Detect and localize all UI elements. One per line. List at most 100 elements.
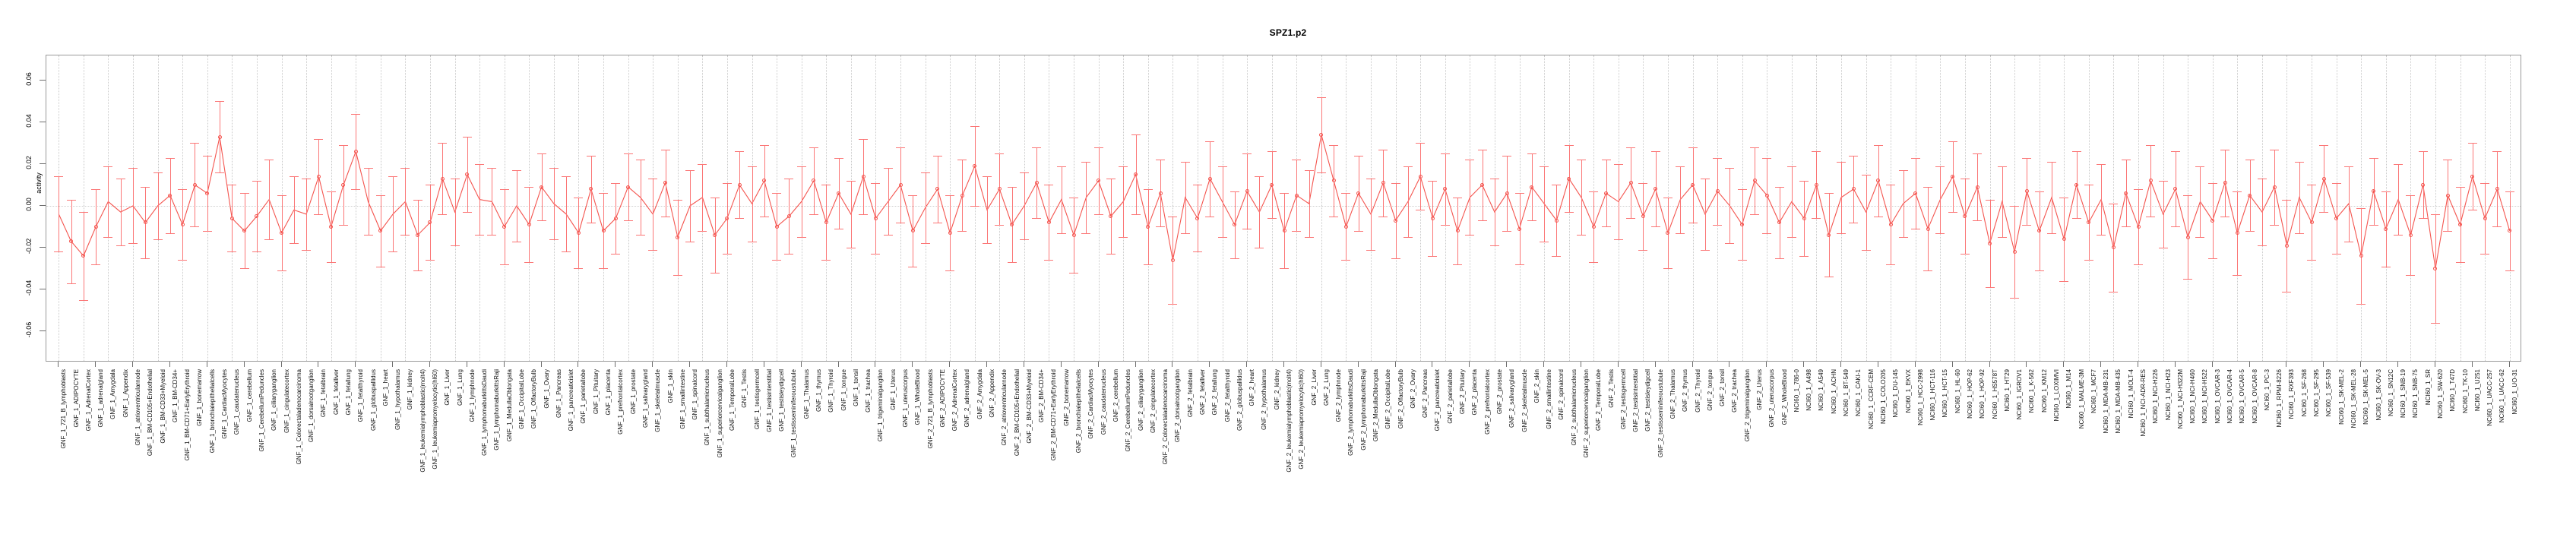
- data-point[interactable]: [2508, 229, 2512, 233]
- data-point[interactable]: [2062, 237, 2066, 242]
- data-point[interactable]: [2495, 187, 2499, 191]
- data-point[interactable]: [1394, 218, 1398, 223]
- data-point[interactable]: [1134, 172, 1138, 177]
- data-point[interactable]: [2445, 193, 2450, 198]
- data-point[interactable]: [824, 220, 828, 225]
- data-point[interactable]: [2384, 226, 2388, 231]
- data-point[interactable]: [280, 231, 283, 236]
- data-point[interactable]: [1876, 179, 1881, 183]
- data-point[interactable]: [1654, 187, 1658, 191]
- data-point[interactable]: [1764, 193, 1769, 198]
- data-point[interactable]: [353, 149, 358, 153]
- data-point[interactable]: [1628, 181, 1633, 185]
- data-point[interactable]: [2235, 231, 2239, 236]
- data-point[interactable]: [168, 193, 172, 198]
- data-point[interactable]: [1777, 220, 1782, 225]
- data-point[interactable]: [960, 193, 964, 198]
- data-point[interactable]: [242, 229, 247, 233]
- data-point[interactable]: [713, 232, 717, 237]
- data-point[interactable]: [217, 134, 222, 139]
- data-point[interactable]: [2284, 243, 2289, 248]
- data-point[interactable]: [1567, 176, 1571, 181]
- data-point[interactable]: [1888, 223, 1893, 227]
- data-point[interactable]: [1381, 181, 1385, 185]
- data-point[interactable]: [2124, 191, 2128, 195]
- data-point[interactable]: [1480, 182, 1485, 187]
- data-point[interactable]: [2334, 216, 2339, 220]
- data-point[interactable]: [2223, 181, 2227, 185]
- data-point[interactable]: [861, 174, 866, 179]
- data-point[interactable]: [1282, 229, 1286, 233]
- data-point[interactable]: [1046, 220, 1051, 225]
- data-point[interactable]: [143, 220, 147, 225]
- data-point[interactable]: [2148, 179, 2153, 183]
- data-point[interactable]: [774, 224, 779, 229]
- data-point[interactable]: [873, 216, 878, 220]
- data-point[interactable]: [1988, 241, 1992, 245]
- data-point[interactable]: [1951, 174, 1955, 179]
- data-point[interactable]: [1443, 187, 1448, 191]
- data-point[interactable]: [2321, 176, 2326, 181]
- data-point[interactable]: [2087, 220, 2091, 225]
- data-point[interactable]: [663, 181, 667, 185]
- data-point[interactable]: [1170, 258, 1175, 262]
- data-point[interactable]: [910, 229, 915, 233]
- data-point[interactable]: [1034, 181, 1039, 185]
- data-point[interactable]: [1517, 226, 1521, 231]
- data-point[interactable]: [613, 216, 618, 220]
- data-point[interactable]: [1851, 187, 1856, 191]
- data-point[interactable]: [2470, 174, 2475, 179]
- data-point[interactable]: [1071, 232, 1076, 237]
- data-point[interactable]: [1740, 223, 1745, 227]
- data-point[interactable]: [329, 224, 334, 229]
- data-point[interactable]: [1146, 224, 1150, 229]
- data-point[interactable]: [1975, 185, 1979, 189]
- data-point[interactable]: [229, 216, 234, 220]
- data-point[interactable]: [502, 224, 507, 229]
- data-point[interactable]: [2136, 224, 2141, 229]
- data-point[interactable]: [2111, 245, 2116, 250]
- data-point[interactable]: [935, 187, 940, 191]
- data-point[interactable]: [1356, 191, 1361, 195]
- data-point[interactable]: [1270, 182, 1274, 187]
- data-point[interactable]: [1666, 231, 1670, 236]
- data-point[interactable]: [205, 191, 210, 195]
- data-point[interactable]: [255, 214, 259, 219]
- data-point[interactable]: [1752, 179, 1757, 183]
- data-point[interactable]: [2024, 189, 2029, 194]
- data-point[interactable]: [2372, 189, 2376, 194]
- data-point[interactable]: [1715, 189, 1720, 194]
- data-point[interactable]: [1245, 189, 1249, 194]
- data-point[interactable]: [973, 164, 977, 169]
- data-point[interactable]: [1109, 214, 1113, 219]
- data-point[interactable]: [465, 172, 470, 177]
- data-point[interactable]: [2272, 185, 2277, 189]
- data-point[interactable]: [2309, 220, 2314, 225]
- data-point[interactable]: [2173, 187, 2178, 191]
- data-point[interactable]: [1554, 218, 1559, 223]
- data-point[interactable]: [1963, 214, 1967, 219]
- data-point[interactable]: [69, 239, 74, 244]
- data-point[interactable]: [786, 214, 791, 219]
- data-point[interactable]: [2185, 235, 2190, 239]
- data-point[interactable]: [527, 223, 531, 227]
- data-point[interactable]: [1430, 216, 1435, 220]
- data-point[interactable]: [2210, 218, 2215, 223]
- data-point[interactable]: [2433, 266, 2438, 270]
- data-point[interactable]: [898, 182, 903, 187]
- data-point[interactable]: [440, 176, 445, 181]
- data-point[interactable]: [1158, 191, 1163, 195]
- data-point[interactable]: [1319, 132, 1324, 137]
- data-point[interactable]: [540, 185, 544, 189]
- data-point[interactable]: [837, 191, 841, 195]
- data-point[interactable]: [2421, 182, 2426, 187]
- data-point[interactable]: [341, 182, 346, 187]
- data-point[interactable]: [1207, 176, 1212, 181]
- data-point[interactable]: [948, 231, 952, 236]
- data-point[interactable]: [2458, 223, 2463, 227]
- data-point[interactable]: [1233, 223, 1237, 227]
- data-point[interactable]: [192, 182, 197, 187]
- data-point[interactable]: [93, 224, 98, 229]
- data-point[interactable]: [1802, 216, 1806, 220]
- data-point[interactable]: [2248, 193, 2252, 198]
